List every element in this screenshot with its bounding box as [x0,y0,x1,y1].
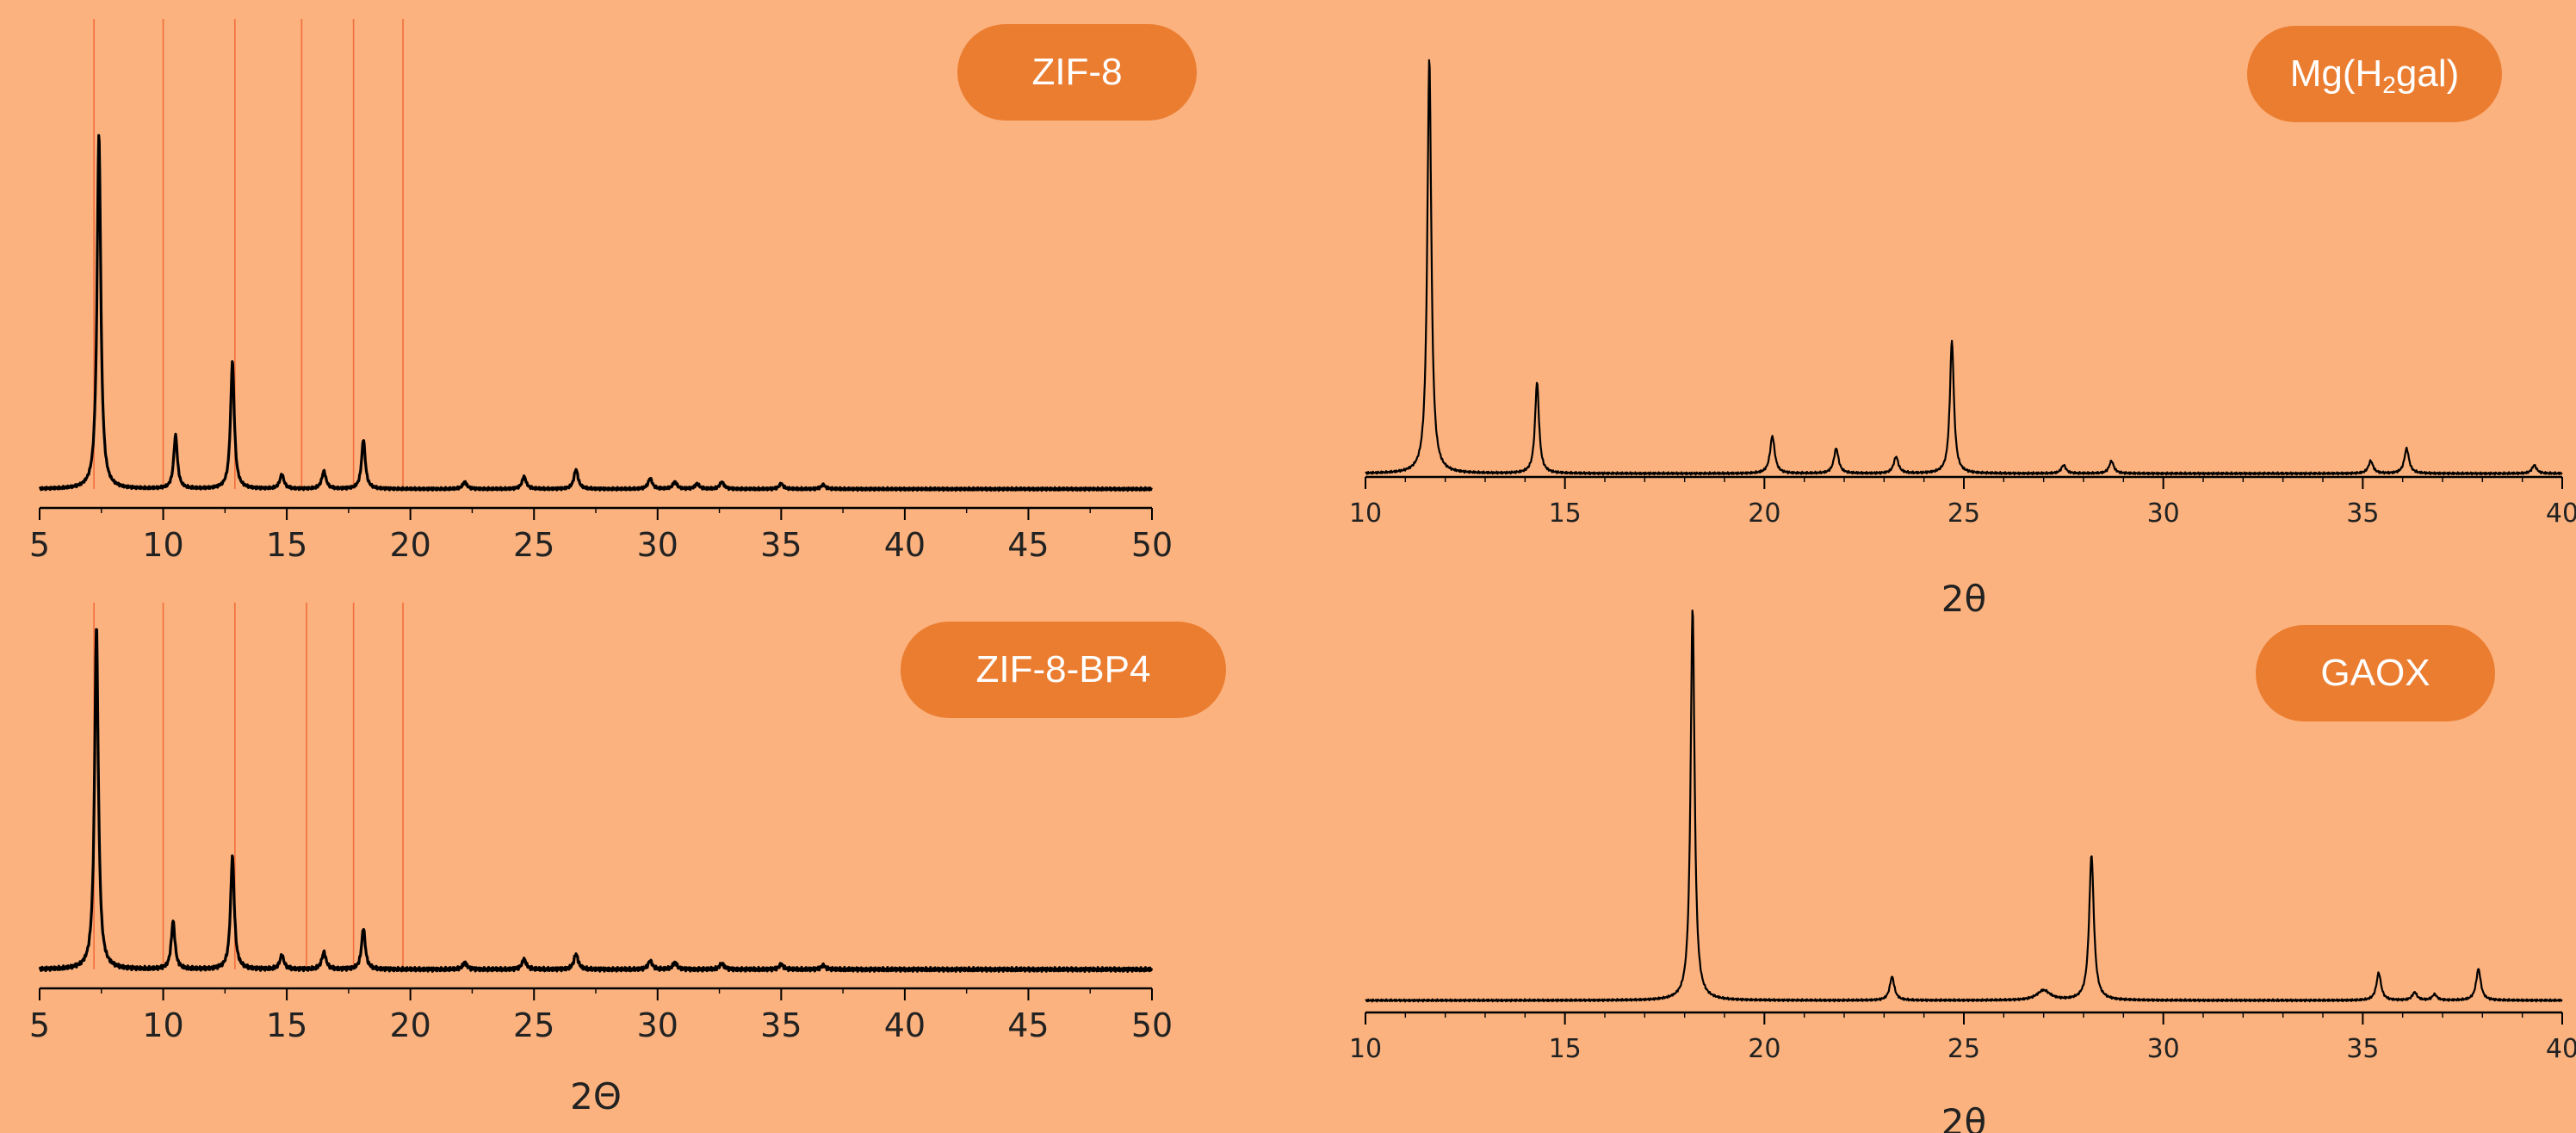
series-line-mg-h2gal- [1365,59,2563,476]
x-tick-label: 35 [2346,498,2379,529]
label-mg-prefix: Mg(H [2289,53,2383,95]
x-tick-label: 30 [2147,498,2180,529]
x-tick-label: 5 [29,526,50,564]
x-tick-label: 35 [760,1006,802,1044]
label-mg-suffix: gal) [2395,53,2460,95]
x-tick-label: 25 [513,526,554,564]
x-tick-label: 15 [266,526,307,564]
x-tick-label: 5 [29,1006,50,1044]
label-mg-h2gal-text: Mg(H2gal) [2289,53,2460,98]
label-mg-h2gal: Mg(H2gal) [2247,26,2502,122]
series-line-zif-8 [38,133,1154,492]
x-tick-label: 25 [1947,498,1980,529]
x-tick-label: 40 [884,526,926,564]
x-axis-title: 2θ [1941,578,1986,620]
x-tick-label: 15 [1549,498,1582,529]
x-tick-label: 10 [142,526,183,564]
x-tick-label: 30 [637,526,678,564]
label-mg-subscript: 2 [2382,71,2396,98]
x-axis-title: 2Θ [570,1075,622,1118]
label-gaox-text: GAOX [2320,652,2430,694]
label-zif8-text: ZIF-8 [1031,51,1123,93]
x-axis-title: 2θ [1941,1101,1986,1133]
x-tick-label: 15 [1549,1034,1582,1064]
x-tick-label: 30 [637,1006,678,1044]
x-tick-label: 40 [884,1006,926,1044]
label-zif8-bp4-text: ZIF-8-BP4 [975,648,1151,690]
label-gaox: GAOX [2256,625,2495,721]
label-zif8: ZIF-8 [957,24,1197,121]
x-tick-label: 50 [1131,1006,1173,1044]
series-line-zif-8-bp4 [38,628,1154,973]
x-tick-label: 20 [389,1006,430,1044]
x-tick-label: 20 [1748,498,1780,529]
x-tick-label: 10 [1349,498,1382,529]
x-tick-label: 35 [2346,1034,2379,1064]
x-tick-label: 20 [1748,1034,1780,1064]
x-tick-label: 10 [1349,1034,1382,1064]
x-tick-label: 45 [1007,526,1049,564]
x-tick-label: 50 [1131,526,1173,564]
x-tick-label: 15 [266,1006,307,1044]
x-tick-label: 35 [760,526,802,564]
x-tick-label: 10 [142,1006,183,1044]
x-tick-label: 40 [2546,1034,2576,1064]
x-tick-label: 40 [2546,498,2576,529]
series-line-gaox [1365,610,2563,1003]
x-tick-label: 45 [1007,1006,1049,1044]
x-tick-label: 30 [2147,1034,2180,1064]
x-tick-label: 20 [389,526,430,564]
label-zif8-bp4: ZIF-8-BP4 [901,622,1226,718]
x-tick-label: 25 [1947,1034,1980,1064]
x-tick-label: 25 [513,1006,554,1044]
